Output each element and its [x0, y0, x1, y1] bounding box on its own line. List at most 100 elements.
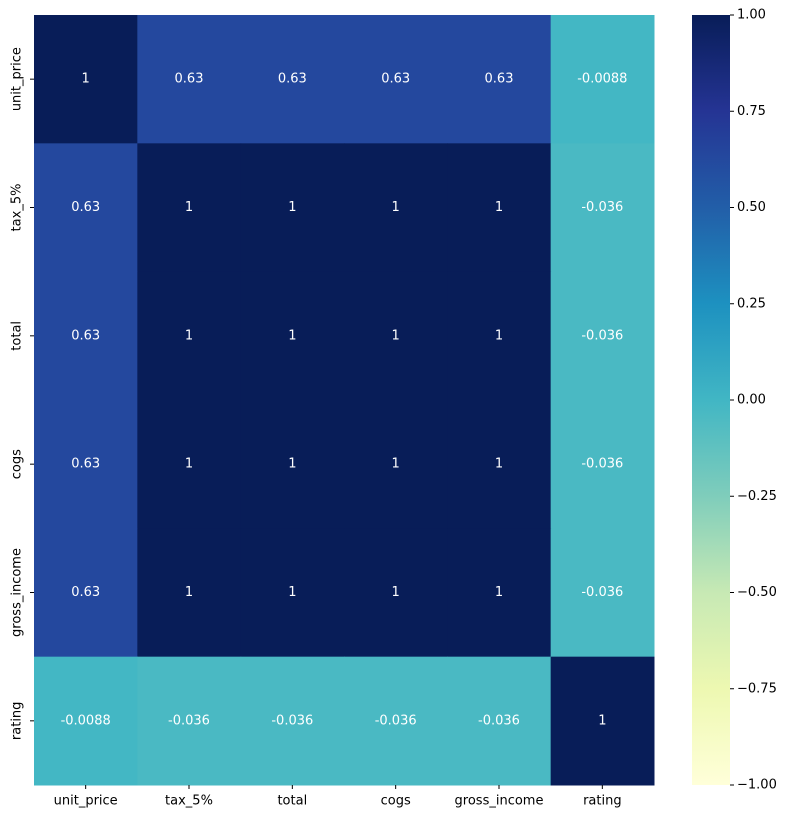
cell-annotation-r1-c2: 1 — [288, 200, 296, 215]
colorbar-tick-label-8: −1.00 — [737, 778, 777, 793]
heatmap-cell-r3-c3 — [344, 400, 448, 529]
colorbar-tick-label-3: 0.25 — [737, 296, 766, 311]
cell-annotation-r1-c1: 1 — [185, 200, 193, 215]
cell-annotation-r4-c2: 1 — [288, 585, 296, 600]
heatmap-cell-r1-c1 — [137, 143, 242, 273]
heatmap-cell-r4-c3 — [344, 528, 448, 658]
cell-annotation-r2-c0: 0.63 — [71, 328, 100, 343]
y-tick-label-5: rating — [10, 702, 25, 741]
heatmap-cell-r5-c5 — [550, 656, 655, 786]
heatmap-cell-r3-c2 — [240, 400, 345, 529]
cell-annotation-r4-c5: -0.036 — [581, 585, 623, 600]
heatmap-cell-r5-c0 — [34, 656, 138, 786]
y-tick-label-1: tax_5% — [10, 184, 25, 232]
heatmap-cell-r1-c0 — [34, 143, 138, 273]
cell-annotation-r2-c4: 1 — [495, 328, 503, 343]
colorbar-tick-label-2: 0.50 — [737, 200, 766, 215]
cell-annotation-r0-c5: -0.0088 — [577, 72, 627, 87]
colorbar-tick-label-7: −0.75 — [737, 681, 777, 696]
cell-annotation-r3-c1: 1 — [185, 457, 193, 472]
heatmap-cell-r0-c4 — [447, 15, 552, 144]
heatmap-cell-r5-c4 — [447, 656, 552, 786]
cell-annotation-r1-c0: 0.63 — [71, 200, 100, 215]
heatmap-cell-r2-c1 — [137, 271, 242, 401]
x-tick-label-3: cogs — [381, 794, 411, 809]
cell-annotation-r4-c4: 1 — [495, 585, 503, 600]
heatmap-cell-r2-c3 — [344, 271, 448, 401]
cell-annotation-r3-c3: 1 — [392, 457, 400, 472]
cell-annotation-r5-c4: -0.036 — [478, 713, 520, 728]
colorbar-tick-label-1: 0.75 — [737, 104, 766, 119]
heatmap-cell-r2-c4 — [447, 271, 552, 401]
cell-annotation-r4-c3: 1 — [392, 585, 400, 600]
heatmap-cell-r4-c0 — [34, 528, 138, 658]
cell-annotation-r4-c0: 0.63 — [71, 585, 100, 600]
y-tick-label-4: gross_income — [10, 548, 25, 637]
cell-annotation-r4-c1: 1 — [185, 585, 193, 600]
x-tick-label-4: gross_income — [455, 794, 544, 809]
cell-annotation-r1-c3: 1 — [392, 200, 400, 215]
cell-annotation-r5-c0: -0.0088 — [61, 713, 111, 728]
heatmap-cell-r1-c5 — [550, 143, 655, 273]
cell-annotation-r1-c5: -0.036 — [581, 200, 623, 215]
heatmap-cell-r4-c5 — [550, 528, 655, 658]
heatmap-cell-r3-c1 — [137, 400, 242, 529]
colorbar: 1.00 0.75 0.50 0.25 0.00 −0.25 −0.50 −0.75 −1.00 — [692, 8, 777, 793]
colorbar-tick-label-0: 1.00 — [737, 8, 766, 23]
heatmap-cell-r1-c3 — [344, 143, 448, 273]
heatmap-cell-r4-c1 — [137, 528, 242, 658]
heatmap-cell-r0-c1 — [137, 15, 242, 144]
heatmap-cell-r5-c1 — [137, 656, 242, 786]
x-tick-label-0: unit_price — [54, 794, 118, 809]
cell-annotation-r5-c5: 1 — [598, 713, 606, 728]
cell-annotation-r3-c5: -0.036 — [581, 457, 623, 472]
cell-annotation-r3-c4: 1 — [495, 457, 503, 472]
y-axis-ticks: unit_price tax_5%total cogs gross_incomerat… — [10, 47, 34, 741]
x-tick-label-2: total — [277, 794, 307, 809]
cell-annotation-r0-c4: 0.63 — [485, 72, 514, 87]
colorbar-tick-label-6: −0.50 — [737, 585, 777, 600]
cell-annotation-r3-c2: 1 — [288, 457, 296, 472]
heatmap-cells — [34, 15, 655, 786]
heatmap-cell-r3-c4 — [447, 400, 552, 529]
x-axis-ticks: unit_price tax_5% total cogs gross_income rat… — [54, 785, 622, 809]
heatmap-cell-r0-c3 — [344, 15, 448, 144]
colorbar-bar — [692, 15, 730, 785]
cell-annotation-r1-c4: 1 — [495, 200, 503, 215]
cell-annotation-r5-c3: -0.036 — [375, 713, 417, 728]
cell-annotation-r2-c1: 1 — [185, 328, 193, 343]
heatmap-cell-r3-c0 — [34, 400, 138, 529]
heatmap-cell-r5-c3 — [344, 656, 448, 786]
heatmap-cell-r1-c4 — [447, 143, 552, 273]
heatmap-cell-r5-c2 — [240, 656, 345, 786]
heatmap-cell-r4-c2 — [240, 528, 345, 658]
heatmap-cell-r0-c0 — [34, 15, 138, 144]
y-tick-label-0: unit_price — [10, 47, 25, 111]
heatmap-cell-r2-c5 — [550, 271, 655, 401]
heatmap-cell-r2-c0 — [34, 271, 138, 401]
y-tick-label-2: total — [10, 321, 25, 351]
heatmap-cell-r1-c2 — [240, 143, 345, 273]
colorbar-tick-label-5: −0.25 — [737, 489, 777, 504]
cell-annotation-r5-c1: -0.036 — [168, 713, 210, 728]
cell-annotation-r3-c0: 0.63 — [71, 457, 100, 472]
cell-annotation-r0-c2: 0.63 — [278, 72, 307, 87]
y-tick-label-3: cogs — [10, 449, 25, 479]
heatmap-cell-r2-c2 — [240, 271, 345, 401]
cell-annotation-r5-c2: -0.036 — [271, 713, 313, 728]
heatmap-cell-r0-c2 — [240, 15, 345, 144]
cell-annotation-r2-c3: 1 — [392, 328, 400, 343]
heatmap-cell-r3-c5 — [550, 400, 655, 529]
cell-annotation-r0-c0: 1 — [82, 72, 90, 87]
cell-annotations: 1 0.63 0.63 0.63 0.63 -0.0088 0.63 1 1 1 1 -0.036 0.… — [61, 72, 628, 729]
x-tick-label-1: tax_5% — [165, 794, 213, 809]
heatmap-cell-r4-c4 — [447, 528, 552, 658]
cell-annotation-r0-c1: 0.63 — [175, 72, 204, 87]
cell-annotation-r2-c2: 1 — [288, 328, 296, 343]
x-tick-label-5: rating — [583, 794, 622, 809]
colorbar-tick-label-4: 0.00 — [737, 393, 766, 408]
cell-annotation-r0-c3: 0.63 — [381, 72, 410, 87]
heatmap-cell-r0-c5 — [550, 15, 655, 144]
cell-annotation-r2-c5: -0.036 — [581, 328, 623, 343]
